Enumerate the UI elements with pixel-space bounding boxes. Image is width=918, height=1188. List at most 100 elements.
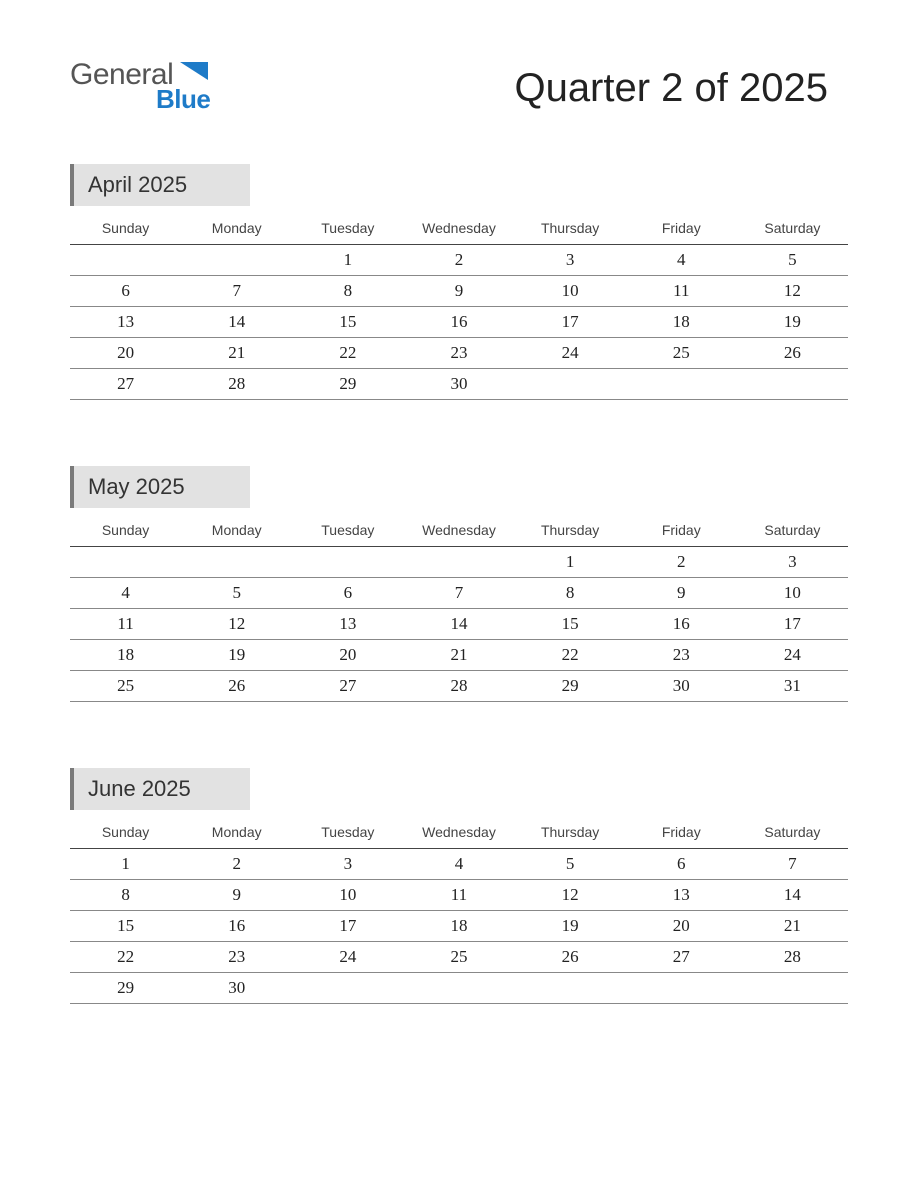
month-block: May 2025 SundayMondayTuesdayWednesdayThur… (70, 466, 848, 702)
date-cell: 18 (403, 911, 514, 942)
calendar-table: SundayMondayTuesdayWednesdayThursdayFrid… (70, 210, 848, 400)
date-cell: 16 (626, 609, 737, 640)
date-cell: 14 (403, 609, 514, 640)
date-cell: 19 (737, 307, 848, 338)
date-cell: 1 (515, 547, 626, 578)
day-header: Wednesday (403, 210, 514, 245)
date-cell: 20 (626, 911, 737, 942)
date-cell (70, 245, 181, 276)
date-cell: 21 (403, 640, 514, 671)
date-cell: 18 (70, 640, 181, 671)
week-row: 123 (70, 547, 848, 578)
date-cell: 22 (292, 338, 403, 369)
date-cell: 23 (626, 640, 737, 671)
date-cell: 13 (292, 609, 403, 640)
day-header: Wednesday (403, 814, 514, 849)
date-cell: 10 (515, 276, 626, 307)
week-row: 45678910 (70, 578, 848, 609)
date-cell (515, 369, 626, 400)
day-header: Sunday (70, 814, 181, 849)
date-cell: 4 (403, 849, 514, 880)
week-row: 20212223242526 (70, 338, 848, 369)
calendar-table: SundayMondayTuesdayWednesdayThursdayFrid… (70, 814, 848, 1004)
date-cell: 28 (737, 942, 848, 973)
date-cell: 8 (515, 578, 626, 609)
date-cell: 26 (737, 338, 848, 369)
date-cell: 25 (403, 942, 514, 973)
date-cell: 4 (70, 578, 181, 609)
date-cell: 7 (403, 578, 514, 609)
logo-triangle-icon (180, 62, 208, 80)
date-cell: 27 (626, 942, 737, 973)
months-container: April 2025 SundayMondayTuesdayWednesdayTh… (70, 164, 848, 1004)
date-cell (515, 973, 626, 1004)
date-cell: 28 (403, 671, 514, 702)
date-cell: 5 (737, 245, 848, 276)
date-cell: 15 (70, 911, 181, 942)
page-title: Quarter 2 of 2025 (514, 66, 828, 111)
month-title: April 2025 (70, 164, 250, 206)
date-cell (737, 369, 848, 400)
date-cell: 17 (515, 307, 626, 338)
day-header-row: SundayMondayTuesdayWednesdayThursdayFrid… (70, 210, 848, 245)
date-cell: 31 (737, 671, 848, 702)
day-header-row: SundayMondayTuesdayWednesdayThursdayFrid… (70, 512, 848, 547)
date-cell: 23 (403, 338, 514, 369)
date-cell (181, 547, 292, 578)
logo: General Blue (70, 60, 173, 116)
date-cell: 12 (181, 609, 292, 640)
day-header: Wednesday (403, 512, 514, 547)
day-header: Thursday (515, 210, 626, 245)
date-cell: 21 (737, 911, 848, 942)
date-cell: 17 (292, 911, 403, 942)
day-header-row: SundayMondayTuesdayWednesdayThursdayFrid… (70, 814, 848, 849)
day-header: Monday (181, 210, 292, 245)
date-cell: 6 (626, 849, 737, 880)
date-cell: 9 (181, 880, 292, 911)
month-title: May 2025 (70, 466, 250, 508)
date-cell: 6 (70, 276, 181, 307)
week-row: 18192021222324 (70, 640, 848, 671)
date-cell: 5 (181, 578, 292, 609)
week-row: 13141516171819 (70, 307, 848, 338)
date-cell: 11 (403, 880, 514, 911)
date-cell: 5 (515, 849, 626, 880)
date-cell: 25 (626, 338, 737, 369)
date-cell: 13 (626, 880, 737, 911)
day-header: Friday (626, 512, 737, 547)
date-cell: 19 (515, 911, 626, 942)
day-header: Thursday (515, 512, 626, 547)
date-cell: 7 (181, 276, 292, 307)
date-cell: 2 (181, 849, 292, 880)
date-cell: 1 (70, 849, 181, 880)
week-row: 11121314151617 (70, 609, 848, 640)
date-cell: 20 (70, 338, 181, 369)
day-header: Friday (626, 210, 737, 245)
date-cell: 26 (515, 942, 626, 973)
week-row: 2930 (70, 973, 848, 1004)
date-cell: 14 (737, 880, 848, 911)
day-header: Friday (626, 814, 737, 849)
week-row: 12345 (70, 245, 848, 276)
week-row: 15161718192021 (70, 911, 848, 942)
date-cell: 10 (292, 880, 403, 911)
date-cell: 18 (626, 307, 737, 338)
date-cell: 3 (737, 547, 848, 578)
date-cell: 15 (515, 609, 626, 640)
date-cell (737, 973, 848, 1004)
day-header: Monday (181, 814, 292, 849)
week-row: 27282930 (70, 369, 848, 400)
day-header: Sunday (70, 210, 181, 245)
date-cell: 3 (515, 245, 626, 276)
date-cell: 25 (70, 671, 181, 702)
date-cell: 26 (181, 671, 292, 702)
date-cell: 2 (626, 547, 737, 578)
date-cell: 9 (626, 578, 737, 609)
date-cell: 3 (292, 849, 403, 880)
week-row: 22232425262728 (70, 942, 848, 973)
day-header: Monday (181, 512, 292, 547)
date-cell: 2 (403, 245, 514, 276)
day-header: Saturday (737, 210, 848, 245)
day-header: Saturday (737, 814, 848, 849)
date-cell: 24 (515, 338, 626, 369)
